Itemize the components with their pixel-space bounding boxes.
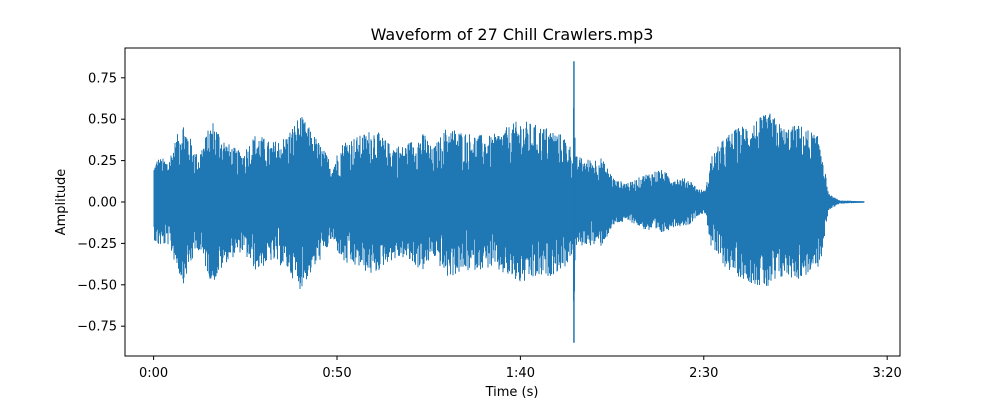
waveform-line: [153, 85, 865, 335]
y-tick-label: 0.25: [88, 154, 117, 169]
y-tick-label: −0.50: [77, 278, 117, 293]
waveform-series: [153, 61, 865, 343]
x-tick-label: 0:50: [322, 366, 351, 381]
chart-title: Waveform of 27 Chill Crawlers.mp3: [371, 25, 654, 44]
y-tick-label: 0.00: [88, 196, 117, 211]
x-tick-label: 0:00: [139, 366, 168, 381]
y-tick-label: −0.25: [77, 237, 117, 252]
y-tick-label: −0.75: [77, 320, 117, 335]
x-axis: 0:00 0:50 1:40 2:30 3:20: [139, 356, 902, 381]
y-axis-label: Amplitude: [54, 169, 69, 236]
y-tick-label: 0.75: [88, 71, 117, 86]
x-axis-label: Time (s): [485, 385, 539, 400]
y-tick-label: 0.50: [88, 113, 117, 128]
y-axis: −0.75 −0.50 −0.25 0.00 0.25 0.50 0.75: [77, 71, 125, 335]
x-tick-label: 3:20: [873, 366, 902, 381]
plot-area: [124, 47, 901, 357]
x-tick-label: 2:30: [689, 366, 718, 381]
x-tick-label: 1:40: [506, 366, 535, 381]
